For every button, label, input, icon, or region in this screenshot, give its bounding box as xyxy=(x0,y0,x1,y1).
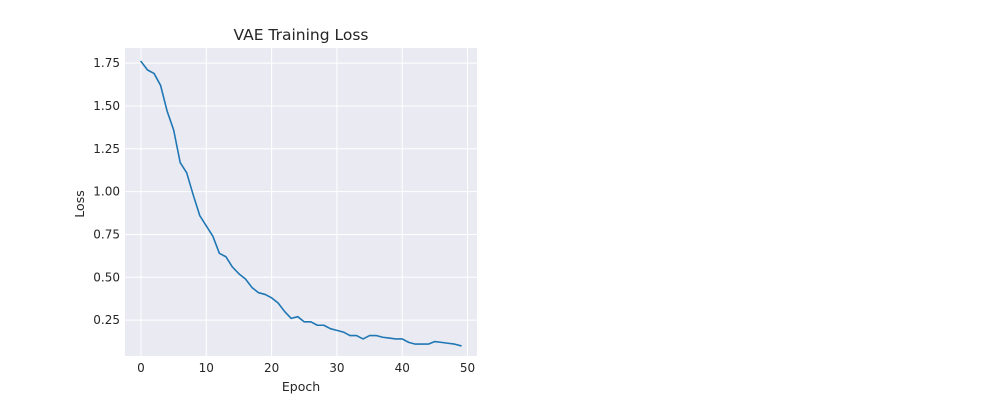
chart-title: VAE Training Loss xyxy=(233,26,368,44)
y-tick-label: 1.50 xyxy=(93,99,120,113)
x-tick-label: 30 xyxy=(329,361,344,375)
series-layer xyxy=(140,60,462,347)
x-tick-label: 40 xyxy=(395,361,410,375)
plot-area xyxy=(125,48,477,356)
x-axis-label: Epoch xyxy=(282,379,320,394)
x-tick-label: 10 xyxy=(199,361,214,375)
loss-line xyxy=(140,60,462,347)
y-tick-label: 1.75 xyxy=(93,56,120,70)
x-tick-label: 0 xyxy=(137,361,145,375)
y-tick-label: 0.50 xyxy=(93,270,120,284)
grid xyxy=(125,48,477,356)
x-tick-label: 20 xyxy=(264,361,279,375)
x-tick-label: 50 xyxy=(460,361,475,375)
y-tick-label: 0.25 xyxy=(93,313,120,327)
y-tick-label: 0.75 xyxy=(93,227,120,241)
x-tick-labels: 0 10 20 30 40 50 xyxy=(137,361,475,375)
y-tick-label: 1.00 xyxy=(93,185,120,199)
y-tick-label: 1.25 xyxy=(93,142,120,156)
y-tick-labels: 0.25 0.50 0.75 1.00 1.25 1.50 1.75 xyxy=(93,56,120,327)
y-axis-label: Loss xyxy=(72,190,87,217)
